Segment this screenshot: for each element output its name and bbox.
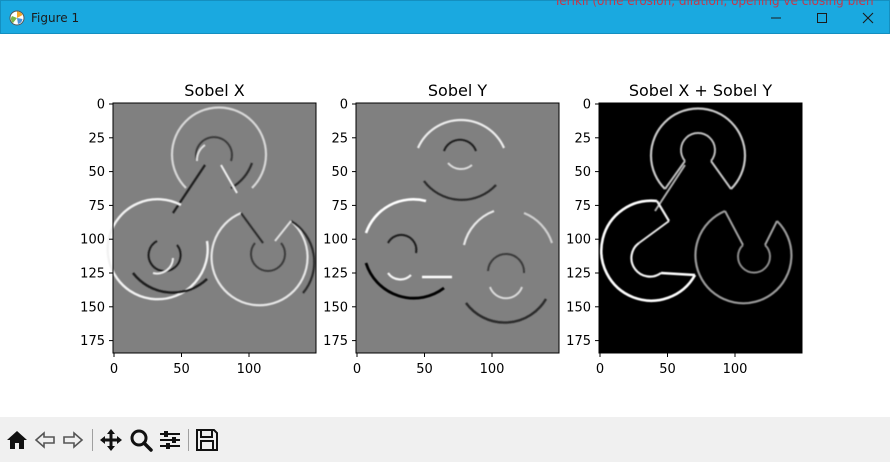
axes-labels: Sobel X 0 25 50 75 100 125 150 175 0 50 100 Sobel Y 0…: [80, 81, 772, 377]
home-icon: [7, 431, 27, 449]
y-tick-label: 125: [323, 267, 348, 282]
forward-button[interactable]: [60, 427, 86, 453]
back-icon: [34, 431, 55, 449]
sobel-x-image: [113, 103, 316, 353]
close-button[interactable]: [845, 1, 890, 35]
x-tick-label: 0: [596, 362, 604, 377]
matplotlib-logo-icon: [9, 10, 25, 26]
y-tick-label: 50: [88, 165, 105, 180]
y-tick-label: 150: [80, 300, 105, 315]
axes-sobel-y: [355, 102, 560, 354]
toolbar-separator: [188, 429, 189, 451]
save-icon: [196, 429, 218, 451]
y-tick-label: 25: [88, 131, 105, 146]
navigation-toolbar: [0, 417, 890, 462]
y-tick-label: 50: [574, 165, 591, 180]
close-icon: [862, 12, 874, 24]
y-tick-label: 125: [566, 267, 591, 282]
y-tick-label: 25: [331, 131, 348, 146]
pan-icon: [100, 429, 122, 451]
maximize-icon: [817, 13, 827, 23]
x-tick-label: 50: [659, 362, 676, 377]
y-tick-label: 100: [323, 233, 348, 248]
axes-sobel-x: [106, 102, 317, 354]
sobel-xy-image: [599, 103, 802, 353]
y-tick-label: 75: [88, 199, 105, 214]
x-tick-label: 100: [723, 362, 748, 377]
y-tick-label: 100: [566, 233, 591, 248]
home-button[interactable]: [4, 427, 30, 453]
toolbar-separator: [92, 429, 93, 451]
y-tick-label: 25: [574, 131, 591, 146]
x-tick-label: 50: [416, 362, 433, 377]
axes-title: Sobel X: [184, 81, 244, 100]
x-tick-label: 100: [237, 362, 262, 377]
title-bar: Figure 1 Terikil (ome erosion, dilation,…: [0, 0, 890, 34]
sobel-y-edges: [364, 118, 554, 324]
window-title: Figure 1: [31, 11, 80, 25]
x-tick-label: 100: [480, 362, 505, 377]
y-tick-label: 0: [97, 98, 105, 113]
y-tick-label: 100: [80, 233, 105, 248]
maximize-button[interactable]: [799, 1, 845, 35]
minimize-button[interactable]: [753, 1, 799, 35]
configure-subplots-button[interactable]: [157, 427, 183, 453]
x-tick-label: 0: [110, 362, 118, 377]
y-tick-label: 50: [331, 165, 348, 180]
y-tick-label: 0: [340, 98, 348, 113]
figure-canvas[interactable]: Sobel X 0 25 50 75 100 125 150 175 0 50 100 Sobel Y 0…: [1, 34, 889, 417]
pan-button[interactable]: [98, 427, 124, 453]
zoom-button[interactable]: [128, 427, 154, 453]
sobel-y-image: [356, 103, 559, 353]
y-tick-label: 75: [331, 199, 348, 214]
axes-sobel-xy: [598, 102, 803, 354]
y-tick-label: 0: [583, 98, 591, 113]
configure-subplots-icon: [160, 431, 180, 449]
x-tick-label: 50: [173, 362, 190, 377]
zoom-icon: [130, 429, 153, 452]
background-window-text: Terikil (ome erosion, dilation, opening …: [554, 0, 874, 8]
y-tick-label: 175: [80, 334, 105, 349]
sobel-x-edges: [106, 106, 316, 307]
sobel-xy-edges: [600, 107, 793, 305]
y-tick-label: 125: [80, 267, 105, 282]
y-tick-label: 150: [323, 300, 348, 315]
axes-title: Sobel X + Sobel Y: [629, 81, 772, 100]
y-tick-label: 175: [566, 334, 591, 349]
x-tick-label: 0: [353, 362, 361, 377]
figure-plot: Sobel X 0 25 50 75 100 125 150 175 0 50 100 Sobel Y 0…: [80, 81, 803, 377]
minimize-icon: [771, 17, 781, 19]
y-tick-label: 75: [574, 199, 591, 214]
y-tick-label: 175: [323, 334, 348, 349]
y-tick-label: 150: [566, 300, 591, 315]
axes-title: Sobel Y: [428, 81, 487, 100]
back-button[interactable]: [32, 427, 58, 453]
forward-icon: [63, 431, 84, 449]
save-button[interactable]: [194, 427, 220, 453]
